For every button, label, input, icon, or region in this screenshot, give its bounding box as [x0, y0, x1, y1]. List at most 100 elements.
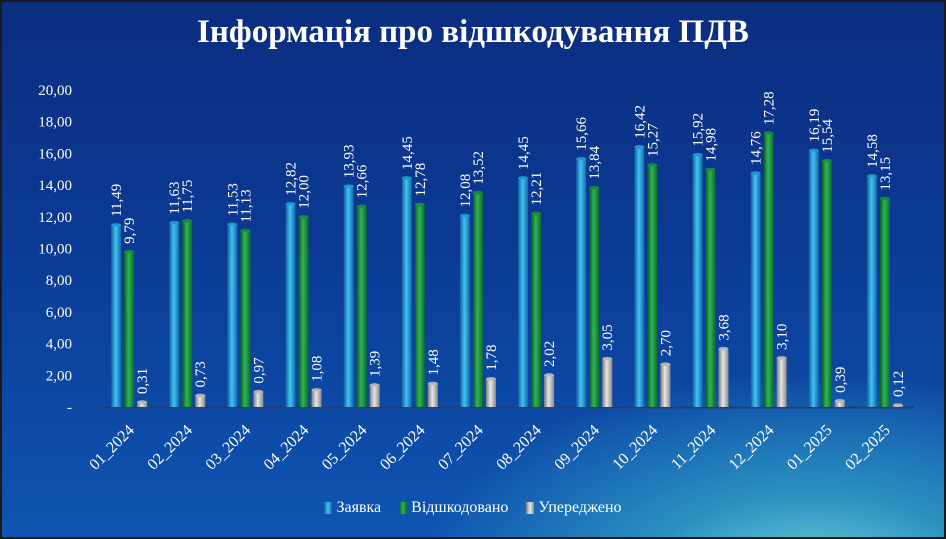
bar-0-6: [459, 215, 470, 407]
bar-1-9: [647, 164, 658, 407]
legend: Заявка Відшкодовано Упереджено: [2, 499, 944, 517]
bar-top-0-5: [401, 176, 412, 180]
bar-top-0-9: [634, 144, 645, 149]
data-label: 12,08: [458, 174, 474, 208]
bar-1-8: [589, 187, 600, 407]
y-tick-label: 12,00: [38, 210, 72, 226]
bar-0-11: [750, 173, 761, 407]
y-tick-label: 20,00: [38, 83, 72, 99]
data-label: 0,12: [891, 371, 907, 397]
bar-top-2-9: [660, 362, 671, 367]
bar-top-1-13: [879, 196, 890, 201]
data-label: 14,98: [704, 128, 720, 162]
bar-top-2-2: [253, 389, 264, 394]
bar-top-0-12: [808, 148, 819, 153]
bar-2-1: [195, 395, 206, 407]
bar-top-2-13: [892, 403, 903, 407]
bar-1-7: [531, 213, 542, 407]
data-label: 1,78: [484, 345, 500, 371]
bar-top-1-0: [124, 250, 135, 254]
data-label: 14,58: [865, 134, 881, 168]
bar-top-0-1: [169, 220, 180, 225]
bar-top-2-3: [311, 388, 322, 392]
data-labels: 11,49 11,63 11,53 12,82 13,93 14,45 12,08 14,45…: [109, 91, 907, 397]
data-label: 1,39: [368, 351, 384, 377]
data-label: 15,92: [691, 113, 707, 147]
bar-1-4: [356, 206, 367, 407]
y-tick-label: 6,00: [46, 305, 72, 321]
bar-0-10: [692, 154, 703, 407]
bar-1-6: [472, 192, 483, 407]
data-label: 0,39: [833, 367, 849, 393]
bar-top-0-4: [343, 184, 354, 189]
y-axis: - 2,00 4,00 6,00 8,00 10,00 12,00 14,00 16,00 18,…: [38, 83, 72, 416]
x-tick-label: 06_2024: [377, 422, 429, 474]
x-tick-label: 04_2024: [261, 422, 313, 474]
data-label: 2,70: [658, 330, 674, 356]
bar-top-1-4: [356, 204, 367, 209]
y-tick-label: 16,00: [38, 146, 72, 162]
bar-1-13: [879, 198, 890, 407]
bar-top-2-4: [369, 383, 380, 387]
data-label: 17,28: [762, 91, 778, 125]
legend-label: Відшкодовано: [411, 499, 509, 516]
bar-top-2-8: [602, 356, 613, 361]
bar-1-2: [240, 230, 251, 407]
bar-top-2-7: [544, 373, 555, 377]
x-tick-label: 07_2024: [435, 422, 487, 474]
x-axis: 01_2024 02_2024 03_2024 04_2024 05_2024 06_20…: [86, 406, 914, 474]
data-label: 13,84: [587, 145, 603, 179]
bar-top-0-7: [518, 176, 529, 180]
data-label: 9,79: [122, 218, 138, 244]
data-label: 14,76: [749, 131, 765, 165]
legend-label: Упереджено: [538, 499, 622, 516]
bar-0-0: [111, 224, 122, 407]
bar-top-0-6: [459, 213, 470, 218]
data-label: 3,68: [717, 314, 733, 340]
bar-0-8: [576, 158, 587, 407]
y-tick-label: 10,00: [38, 242, 72, 258]
bar-2-5: [427, 383, 438, 407]
data-label: 12,82: [284, 162, 300, 196]
bar-1-1: [182, 220, 193, 407]
data-label: 3,10: [775, 324, 791, 350]
bar-top-1-10: [705, 167, 716, 172]
data-label: 16,42: [632, 105, 648, 139]
bar-2-2: [253, 391, 264, 407]
data-label: 15,54: [820, 118, 836, 152]
data-label: 11,63: [167, 181, 183, 214]
bar-top-2-5: [427, 381, 438, 386]
x-tick-label: 01_2025: [784, 422, 836, 474]
bar-top-1-3: [298, 215, 309, 219]
legend-item-zaiavka: Заявка: [324, 499, 381, 517]
bar-series: [111, 131, 903, 408]
data-label: 14,45: [400, 136, 416, 170]
bar-top-2-10: [718, 346, 729, 351]
bar-0-7: [518, 177, 529, 407]
bar-0-4: [343, 186, 354, 407]
bar-top-1-7: [531, 211, 542, 216]
bar-1-3: [298, 216, 309, 407]
bar-1-10: [705, 169, 716, 407]
bar-top-1-11: [763, 131, 774, 135]
bar-top-1-6: [472, 190, 483, 195]
bar-top-1-9: [647, 163, 658, 167]
bar-1-12: [821, 160, 832, 407]
data-label: 16,19: [807, 109, 823, 143]
data-label: 1,08: [310, 356, 326, 382]
legend-item-vidshkodovano: Відшкодовано: [399, 499, 508, 517]
bar-top-0-2: [227, 222, 238, 227]
bar-top-2-1: [195, 393, 206, 398]
bar-0-2: [227, 224, 238, 407]
bar-2-9: [660, 364, 671, 407]
data-label: 14,45: [516, 136, 532, 170]
bar-1-5: [414, 204, 425, 407]
bar-top-0-3: [285, 202, 296, 206]
chart-title: Інформація про відшкодування ПДВ: [197, 14, 749, 50]
y-tick-label: 18,00: [38, 115, 72, 131]
bar-1-11: [763, 133, 774, 407]
data-label: 1,48: [426, 349, 442, 375]
bar-top-1-12: [821, 158, 832, 163]
y-tick-label: 14,00: [38, 178, 72, 194]
